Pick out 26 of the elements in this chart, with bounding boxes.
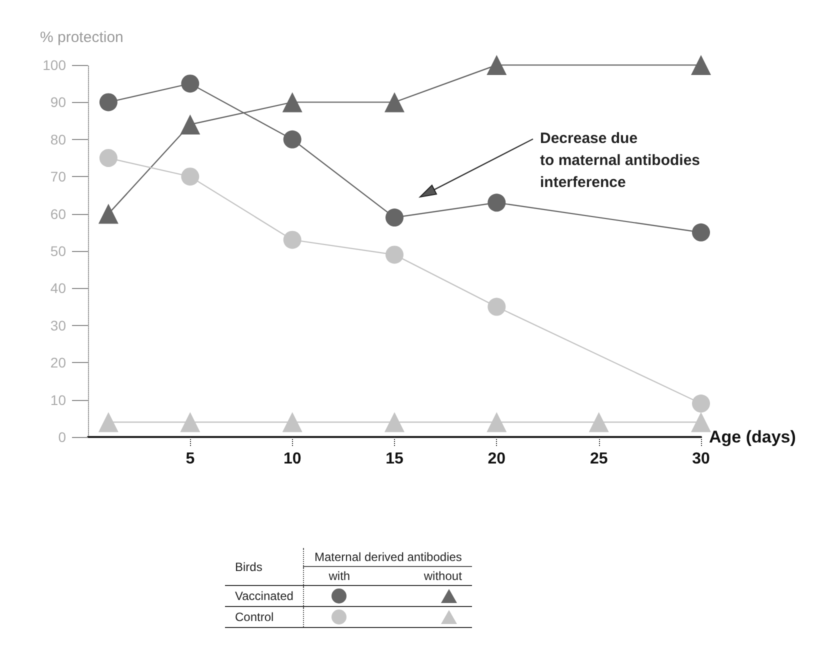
x-tick-label: 25 <box>590 450 608 468</box>
x-tick-label: 30 <box>692 450 710 468</box>
y-tick-label: 70 <box>50 168 66 185</box>
x-tick-label: 20 <box>488 450 506 468</box>
text: Control <box>225 606 304 628</box>
y-axis-title: % protection <box>40 29 124 46</box>
y-tick-label: 80 <box>50 131 66 148</box>
y-tick-label: 10 <box>50 392 66 408</box>
text: Birds <box>225 548 304 586</box>
y-tick-label: 50 <box>50 243 66 259</box>
x-tick-label: 10 <box>283 450 302 468</box>
y-tick-label: 60 <box>50 206 66 222</box>
y-tick-label: 40 <box>50 280 66 296</box>
y-tick-label: 20 <box>50 354 66 371</box>
y-tick-label: 0 <box>58 429 66 445</box>
text: Vaccinated <box>225 586 304 606</box>
text: without <box>374 566 472 586</box>
x-tick-label: 5 <box>186 450 195 468</box>
text: with <box>304 566 374 586</box>
annotation: Decrease due to maternal antibodies interference <box>540 129 700 193</box>
x-tick-label: 15 <box>386 450 404 468</box>
text: Maternal derived antibodies <box>304 548 472 566</box>
x-axis-title: Age (days) <box>709 428 796 446</box>
y-tick-label: 30 <box>50 317 66 334</box>
y-tick-label: 90 <box>50 94 66 110</box>
y-tick-label: 100 <box>42 57 66 73</box>
